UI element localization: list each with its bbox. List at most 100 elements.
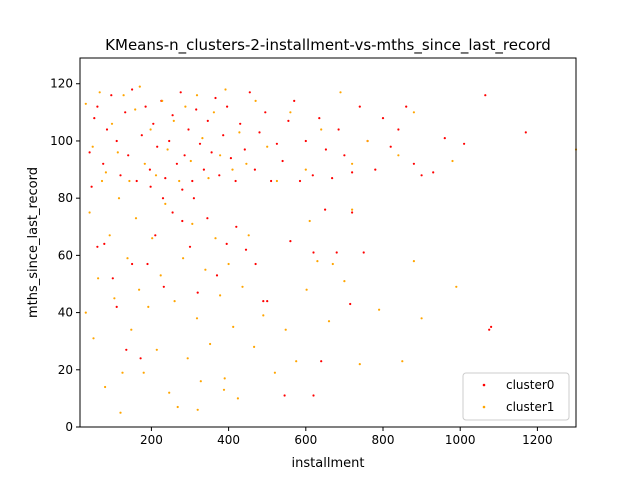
- data-point-cluster0: [111, 277, 114, 280]
- data-point-cluster0: [161, 197, 165, 200]
- data-point-cluster0: [253, 168, 256, 171]
- data-point-cluster0: [191, 179, 194, 183]
- y-tick-label: 0: [65, 420, 73, 434]
- data-point-cluster0: [215, 274, 219, 277]
- data-point-cluster0: [258, 131, 261, 134]
- data-point-cluster1: [195, 94, 199, 97]
- data-point-cluster1: [351, 162, 354, 165]
- data-point-cluster1: [219, 294, 222, 297]
- data-point-cluster1: [92, 337, 95, 340]
- data-point-cluster0: [229, 157, 232, 160]
- data-point-cluster1: [224, 88, 227, 91]
- data-point-cluster1: [266, 145, 269, 148]
- x-tick-label: 800: [372, 433, 395, 447]
- data-point-cluster1: [289, 111, 292, 114]
- y-tick-label: 80: [58, 191, 73, 205]
- data-point-cluster1: [168, 391, 171, 394]
- data-point-cluster0: [397, 128, 400, 131]
- data-point-cluster0: [349, 302, 352, 306]
- data-point-cluster1: [178, 179, 181, 183]
- data-point-cluster1: [253, 345, 256, 348]
- data-point-cluster0: [244, 248, 248, 251]
- data-point-cluster0: [343, 154, 346, 157]
- data-point-cluster1: [331, 262, 334, 266]
- data-point-cluster1: [451, 159, 454, 163]
- data-point-cluster1: [138, 85, 141, 88]
- data-point-cluster0: [225, 242, 228, 245]
- data-point-cluster1: [166, 148, 169, 151]
- data-point-cluster0: [125, 348, 128, 351]
- data-point-cluster1: [238, 131, 241, 134]
- data-point-cluster1: [122, 94, 125, 97]
- data-point-cluster0: [335, 251, 338, 254]
- data-point-cluster1: [420, 317, 423, 320]
- data-point-cluster1: [236, 397, 239, 400]
- data-point-cluster0: [124, 111, 127, 114]
- data-point-cluster0: [131, 88, 134, 91]
- data-point-cluster0: [198, 142, 202, 145]
- data-point-cluster1: [138, 288, 141, 291]
- data-point-cluster1: [207, 177, 210, 180]
- data-point-cluster0: [222, 134, 225, 137]
- data-point-cluster0: [324, 208, 327, 211]
- data-point-cluster0: [181, 219, 184, 223]
- data-point-cluster0: [275, 142, 278, 145]
- data-point-cluster1: [196, 408, 199, 411]
- data-point-cluster1: [201, 137, 204, 140]
- data-point-cluster1: [397, 154, 400, 157]
- data-point-cluster0: [168, 139, 171, 143]
- data-point-cluster0: [254, 262, 257, 266]
- data-point-cluster1: [219, 154, 222, 157]
- data-point-cluster0: [105, 128, 109, 131]
- legend-label-cluster1: cluster1: [506, 400, 554, 414]
- data-point-cluster0: [139, 357, 142, 360]
- data-point-cluster0: [226, 105, 229, 108]
- y-tick-label: 60: [58, 248, 73, 262]
- data-point-cluster1: [241, 285, 244, 288]
- data-point-cluster0: [312, 394, 315, 397]
- data-point-cluster0: [289, 240, 292, 243]
- data-point-cluster0: [331, 177, 334, 180]
- data-point-cluster0: [443, 137, 446, 140]
- y-axis-ticks: 0 20 40 60 80 100 120: [50, 77, 80, 434]
- data-point-cluster0: [115, 305, 118, 308]
- data-point-cluster0: [162, 285, 165, 288]
- y-tick-label: 20: [58, 363, 73, 377]
- legend-marker-cluster1: [482, 405, 486, 409]
- data-point-cluster0: [90, 185, 93, 188]
- data-point-cluster1: [412, 111, 415, 114]
- data-point-cluster1: [231, 168, 234, 171]
- data-point-cluster1: [339, 91, 342, 94]
- data-point-cluster1: [295, 360, 298, 363]
- data-point-cluster1: [455, 285, 458, 288]
- data-point-cluster1: [154, 174, 158, 177]
- data-point-cluster0: [195, 108, 198, 111]
- data-point-cluster1: [412, 260, 415, 263]
- data-point-cluster0: [152, 122, 155, 125]
- data-point-cluster1: [84, 102, 87, 105]
- data-point-cluster0: [144, 105, 147, 108]
- data-point-cluster0: [234, 179, 237, 183]
- data-point-cluster1: [173, 300, 176, 303]
- data-point-cluster0: [171, 114, 174, 117]
- data-point-cluster0: [102, 162, 105, 165]
- data-point-cluster1: [273, 371, 276, 374]
- x-axis-label: installment: [292, 456, 365, 471]
- data-point-cluster1: [104, 385, 107, 389]
- y-tick-label: 40: [58, 306, 73, 320]
- data-point-cluster1: [378, 308, 381, 311]
- data-point-cluster0: [206, 217, 209, 220]
- chart-title: KMeans-n_clusters-2-installment-vs-mths_…: [105, 36, 551, 55]
- data-point-cluster1: [189, 159, 192, 163]
- data-point-cluster0: [312, 251, 315, 254]
- data-point-cluster0: [351, 171, 354, 174]
- data-point-cluster1: [176, 405, 179, 409]
- data-point-cluster1: [320, 128, 323, 131]
- data-point-cluster0: [235, 225, 238, 228]
- data-point-cluster0: [93, 117, 96, 120]
- data-point-cluster0: [262, 300, 265, 303]
- data-point-cluster1: [343, 280, 346, 283]
- legend-label-cluster0: cluster0: [506, 378, 554, 392]
- data-point-cluster1: [91, 145, 94, 148]
